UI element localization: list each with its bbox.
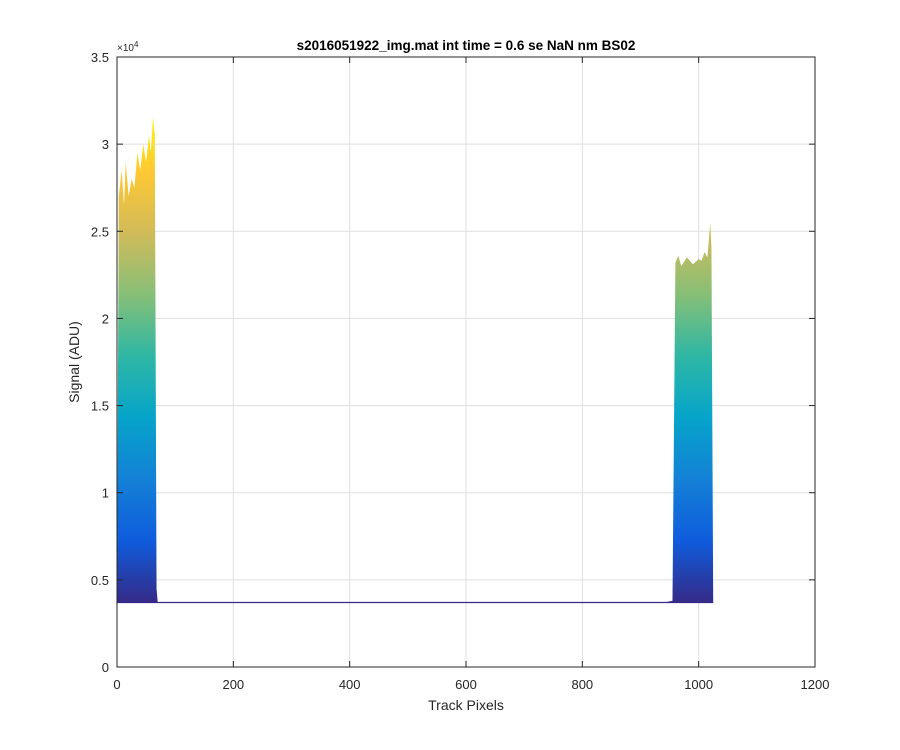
y-tick-label: 2 <box>102 311 109 326</box>
x-axis-ticks: 0 200 400 600 800 1000 1200 <box>113 57 829 692</box>
y-exponent-power: 4 <box>134 40 139 49</box>
y-tick-label: 3 <box>102 137 109 152</box>
chart-title: s2016051922_img.mat int time = 0.6 se Na… <box>297 38 636 53</box>
data-layer <box>117 116 714 604</box>
x-tick-label: 600 <box>455 677 477 692</box>
grid-lines <box>117 57 815 667</box>
y-tick-label: 1.5 <box>91 399 109 414</box>
y-tick-label: 2.5 <box>91 224 109 239</box>
y-axis-ticks: 0 0.5 1 1.5 2 2.5 3 3.5 <box>91 50 815 675</box>
y-axis-label: Signal (ADU) <box>66 321 82 403</box>
y-exponent-label: ×104 <box>117 40 139 54</box>
x-tick-label: 1200 <box>801 677 830 692</box>
x-tick-label: 800 <box>571 677 593 692</box>
y-tick-label: 0.5 <box>91 573 109 588</box>
x-tick-label: 1000 <box>684 677 713 692</box>
signal-series-2 <box>672 222 714 603</box>
y-tick-label: 0 <box>102 660 109 675</box>
y-tick-label: 3.5 <box>91 50 109 65</box>
x-tick-label: 0 <box>113 677 120 692</box>
x-tick-label: 200 <box>222 677 244 692</box>
y-tick-label: 1 <box>102 486 109 501</box>
x-tick-label: 400 <box>339 677 361 692</box>
x-axis-label: Track Pixels <box>428 697 504 713</box>
